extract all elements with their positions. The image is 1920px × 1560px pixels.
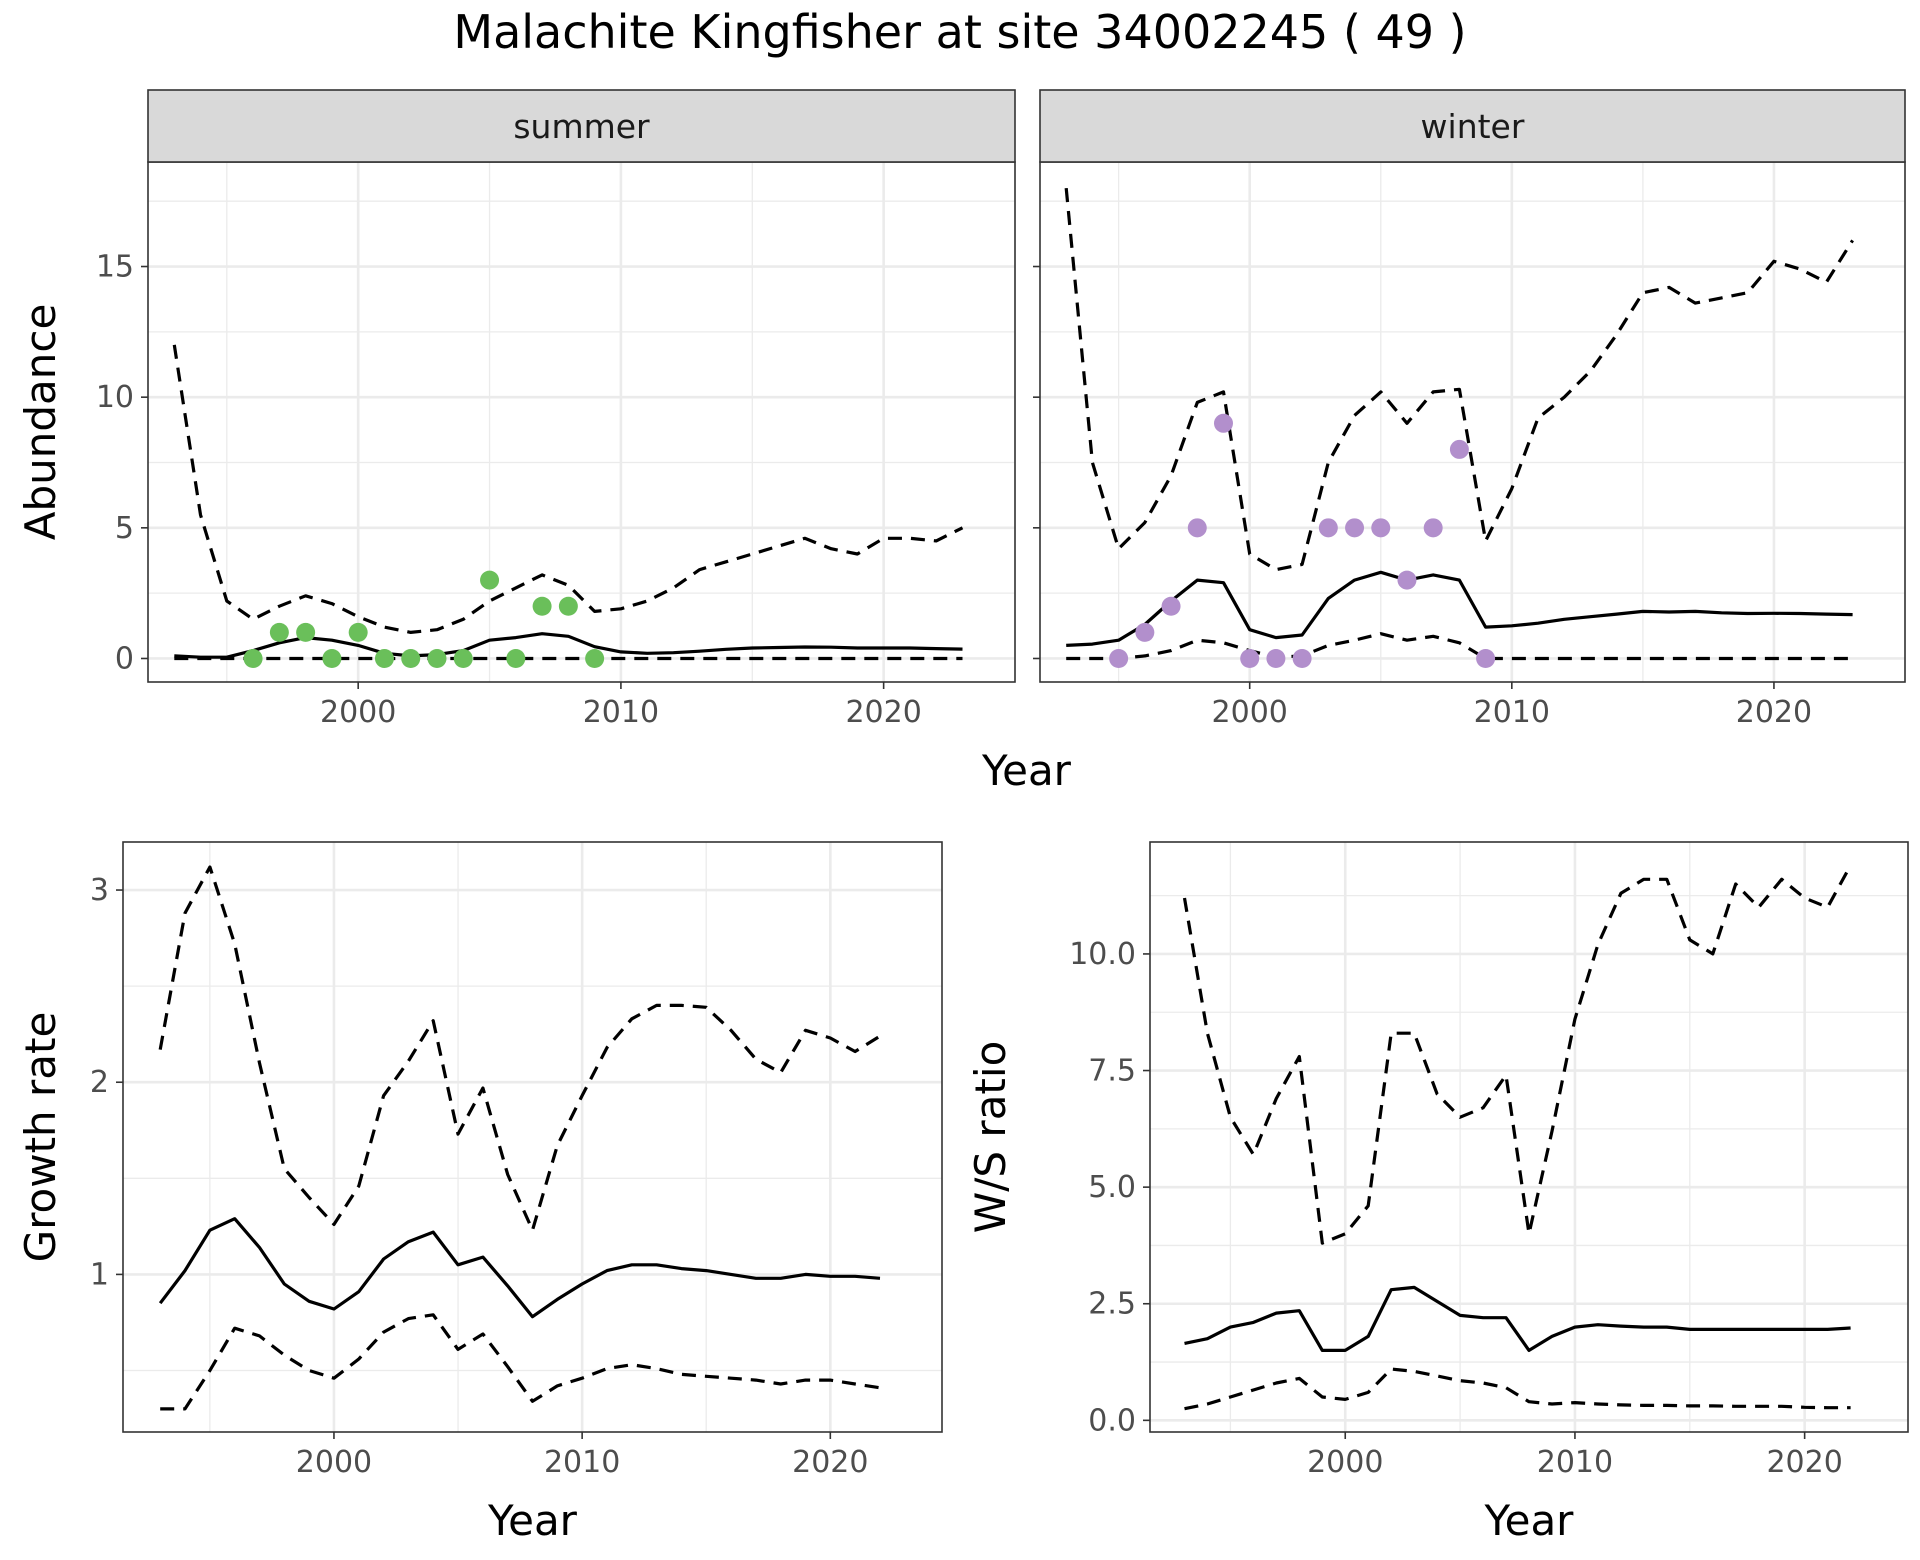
- data-point: [401, 648, 421, 668]
- panel-border: [122, 841, 943, 1433]
- data-point: [532, 596, 552, 616]
- x-tick-label: 2010: [583, 695, 659, 730]
- data-point: [348, 622, 368, 642]
- data-point: [269, 622, 289, 642]
- panel-summer: summer 2000 2010 2020 0 5 10 15: [96, 89, 1016, 730]
- panel-winter: winter 2000 2010 2020: [1033, 89, 1906, 730]
- data-point: [1240, 648, 1260, 668]
- series-line-bound: [158, 865, 881, 1232]
- data-point: [1187, 518, 1207, 538]
- panel-growth: 2000 2010 2020 1 2 3: [90, 841, 943, 1480]
- y-tick-label: 7.5: [1088, 1054, 1136, 1089]
- x-tick-label: 2000: [296, 1445, 372, 1480]
- data-point: [243, 648, 263, 668]
- data-point: [1397, 570, 1417, 590]
- data-point: [453, 648, 473, 668]
- panel-ws_ratio: 2000 2010 2020 0.0 2.5 5.0 7.5 10.0: [1069, 841, 1909, 1480]
- y-axis-title-ws: W/S ratio: [966, 1041, 1015, 1234]
- series-line-estimate: [158, 1217, 881, 1319]
- data-point: [585, 648, 605, 668]
- data-point: [427, 648, 447, 668]
- data-point: [1292, 648, 1312, 668]
- y-tick-label: 10.0: [1069, 937, 1136, 972]
- x-tick-label: 2000: [320, 695, 396, 730]
- x-axis-title-ws: Year: [1484, 1496, 1575, 1545]
- data-point: [296, 622, 316, 642]
- panel-background: [1150, 842, 1908, 1432]
- data-point: [1423, 518, 1443, 538]
- series-line-estimate: [1184, 1285, 1851, 1353]
- y-tick-label: 15: [96, 250, 134, 285]
- x-tick-label: 2010: [1474, 695, 1550, 730]
- y-tick-label: 5.0: [1088, 1170, 1136, 1205]
- data-point: [322, 648, 342, 668]
- y-axis-title-abundance: Abundance: [16, 304, 65, 541]
- series-line-bound: [1184, 1367, 1851, 1411]
- y-tick-label: 0.0: [1088, 1403, 1136, 1438]
- facet-strip: [1039, 89, 1906, 163]
- data-point: [1318, 518, 1338, 538]
- data-point: [1109, 648, 1129, 668]
- series-line-bound: [160, 1313, 881, 1411]
- data-point: [374, 648, 394, 668]
- y-tick-label: 2.5: [1088, 1287, 1136, 1322]
- facet-label: winter: [1421, 107, 1525, 146]
- data-point: [1345, 518, 1365, 538]
- panel-background: [1040, 162, 1905, 682]
- panel-border: [1149, 841, 1909, 1433]
- data-point: [1161, 596, 1181, 616]
- y-tick-label: 1: [90, 1257, 109, 1292]
- data-point: [1266, 648, 1286, 668]
- x-tick-label: 2010: [544, 1445, 620, 1480]
- y-tick-label: 0: [115, 641, 134, 676]
- x-axis-title-growth: Year: [487, 1496, 578, 1545]
- x-tick-label: 2000: [1307, 1445, 1383, 1480]
- data-point: [1476, 648, 1496, 668]
- data-point: [480, 570, 500, 590]
- y-tick-label: 2: [90, 1065, 109, 1100]
- y-tick-label: 10: [96, 380, 134, 415]
- data-point: [558, 596, 578, 616]
- x-tick-label: 2020: [1766, 1445, 1842, 1480]
- y-tick-label: 3: [90, 873, 109, 908]
- x-tick-label: 2020: [845, 695, 921, 730]
- panel-background: [123, 842, 942, 1432]
- panel-background: [148, 162, 1015, 682]
- x-tick-label: 2020: [792, 1445, 868, 1480]
- series-line-estimate: [1066, 570, 1853, 647]
- x-tick-label: 2020: [1736, 695, 1812, 730]
- facet-label: summer: [513, 107, 650, 146]
- figure-title: Malachite Kingfisher at site 34002245 ( …: [453, 5, 1466, 59]
- y-axis-title-growth: Growth rate: [16, 1012, 65, 1263]
- data-point: [506, 648, 526, 668]
- data-point: [1213, 413, 1233, 433]
- data-point: [1449, 439, 1469, 459]
- data-point: [1135, 622, 1155, 642]
- x-tick-label: 2000: [1212, 695, 1288, 730]
- series-line-bound: [1064, 187, 1854, 572]
- series-line-bound: [1182, 864, 1853, 1245]
- data-point: [1371, 518, 1391, 538]
- x-tick-label: 2010: [1537, 1445, 1613, 1480]
- series-line-bound: [172, 344, 964, 635]
- x-axis-title-top: Year: [981, 746, 1072, 795]
- y-tick-label: 5: [115, 511, 134, 546]
- facet-strip: [147, 89, 1016, 163]
